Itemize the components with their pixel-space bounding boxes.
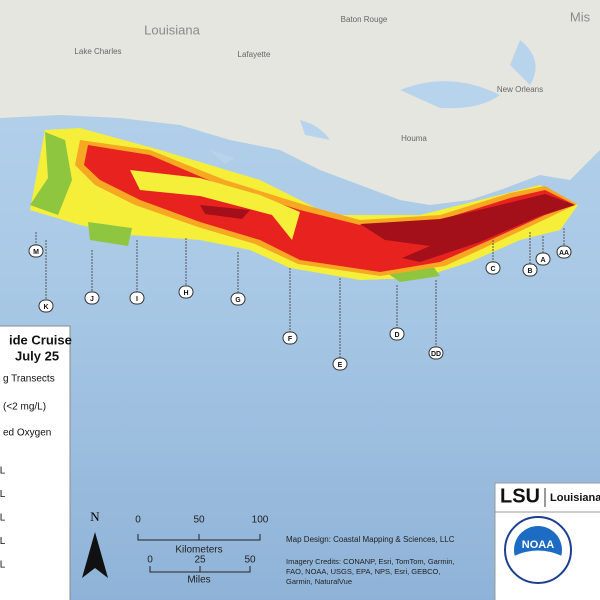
mi-tick-label: 25: [194, 555, 206, 566]
zone-yellow-inner: [130, 170, 300, 240]
transect-label: B: [527, 268, 532, 275]
transect-marker: [178, 285, 194, 299]
north-label: N: [90, 509, 100, 524]
transect-marker: [389, 327, 405, 341]
imagery-credit: Garmin, NaturalVue: [286, 577, 352, 586]
legend-title: July 25: [15, 348, 59, 363]
transect-marker: [230, 292, 246, 306]
transect-label: AA: [559, 250, 569, 257]
hypoxia-zone: [30, 128, 578, 282]
lsu-logo: LSU: [500, 485, 540, 507]
place-label: Baton Rouge: [341, 15, 388, 24]
legend-title: ide Cruise: [9, 332, 72, 347]
transect-marker: [28, 244, 44, 258]
transect-marker: [428, 346, 444, 360]
place-label: Mis: [570, 9, 591, 24]
place-label: New Orleans: [497, 85, 543, 94]
km-tick-label: 100: [252, 515, 269, 526]
transect-marker: [332, 357, 348, 371]
mi-tick-label: 0: [147, 555, 153, 566]
imagery-credit: FAO, NOAA, USGS, EPA, NPS, Esri, GEBCO,: [286, 567, 440, 576]
km-label: Kilometers: [175, 545, 222, 556]
transect-marker: [282, 331, 298, 345]
north-arrow: [82, 532, 108, 578]
transect-label: H: [183, 290, 188, 297]
transect-label: C: [490, 266, 495, 273]
transect-label: G: [235, 297, 241, 304]
transect-label: K: [43, 304, 48, 311]
transect-marker: [485, 261, 501, 275]
logos: LSU Louisiana NOAA: [494, 482, 600, 600]
transect-marker: [38, 299, 54, 313]
legend-item: (<2 mg/L): [3, 402, 46, 413]
lsu-name: Louisiana: [550, 492, 600, 504]
legend-item: ed Oxygen: [3, 428, 51, 439]
legend-class: /L: [0, 466, 6, 477]
place-label: Lafayette: [238, 50, 271, 59]
transect-marker: [522, 263, 538, 277]
legend-class: /L: [0, 560, 6, 571]
transect-marker: [535, 252, 551, 266]
transect-label: E: [338, 362, 343, 369]
inland-water: [210, 40, 536, 164]
place-label: Lake Charles: [74, 47, 121, 56]
place-label: Houma: [401, 134, 427, 143]
noaa-logo: NOAA: [522, 539, 554, 551]
km-tick-label: 50: [193, 515, 205, 526]
transect-label: A: [540, 257, 545, 264]
transect-marker: [129, 291, 145, 305]
transect-label: I: [136, 296, 138, 303]
transect-marker: [84, 291, 100, 305]
transect-label: J: [90, 296, 94, 303]
km-bar: [137, 534, 261, 541]
transect-label: D: [394, 332, 399, 339]
transect-label: DD: [431, 351, 441, 358]
legend-item: g Transects: [3, 374, 55, 385]
land: [0, 0, 600, 205]
transect-marker: [556, 245, 572, 259]
legend-class: /L: [0, 536, 6, 547]
transect-label: M: [33, 249, 39, 256]
design-credit: Map Design: Coastal Mapping & Sciences, …: [286, 535, 455, 544]
place-label: Louisiana: [144, 22, 200, 37]
legend-class: /L: [0, 489, 6, 500]
legend-class: /L: [0, 513, 6, 524]
zone-dark-red: [200, 194, 575, 262]
place-labels: Louisiana Baton Rouge Lake Charles Lafayett…: [74, 9, 590, 143]
mi-label: Miles: [187, 575, 210, 586]
noaa-gull: [514, 550, 562, 580]
credits: Map Design: Coastal Mapping & Sciences, …: [286, 535, 455, 586]
legend-box: [0, 325, 71, 600]
mi-tick-label: 50: [244, 555, 256, 566]
imagery-credit: Imagery Credits: CONANP, Esri, TomTom, G…: [286, 557, 455, 566]
mi-bar: [149, 566, 251, 573]
km-tick-label: 0: [135, 515, 141, 526]
scale-bar: N 0 50 100 Kilometers 0 25 50 Miles: [82, 509, 269, 586]
transect-label: F: [288, 336, 293, 343]
